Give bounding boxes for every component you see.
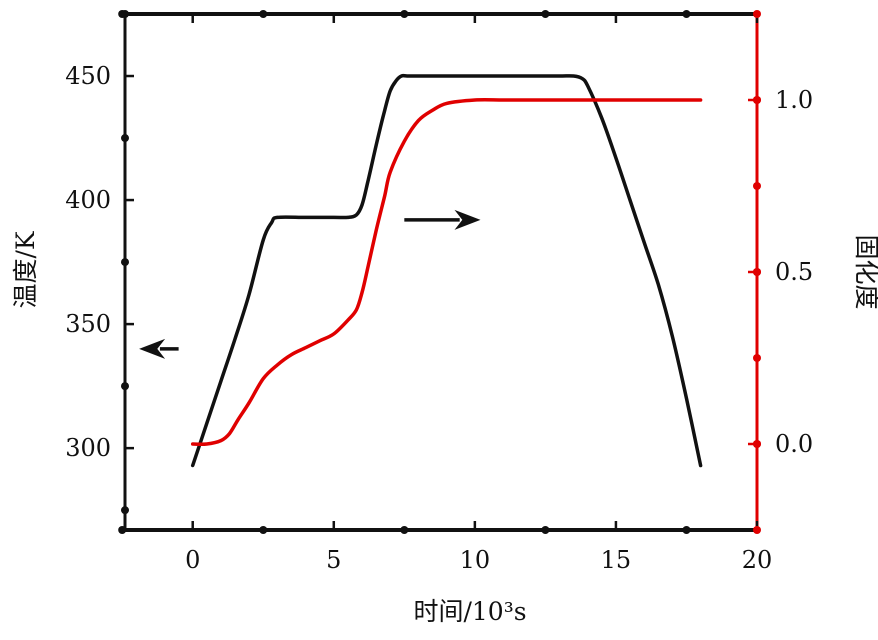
y-right-minor-tick [753,354,761,362]
x-tick-label: 15 [601,546,632,574]
x-minor-tick [541,526,550,534]
x-tick-label: 10 [460,546,491,574]
x-tick-label: 5 [326,546,341,574]
temperature-line [190,73,703,468]
y-right-minor-tick [753,440,761,448]
y-right-tick-label: 0.5 [775,258,813,286]
x-minor-tick [400,526,409,534]
y-left-minor-tick [121,506,129,515]
x-tick-label: 0 [185,546,200,574]
x-top-minor-tick [682,10,691,18]
y-left-tick-label: 450 [65,62,111,90]
y-right-minor-tick [753,96,761,104]
y-right-minor-tick [753,526,761,534]
y-right-tick-label: 1.0 [775,86,813,114]
y-right-minor-tick [753,10,761,18]
x-tick-label: 20 [742,546,773,574]
y-left-minor-tick [121,134,129,143]
y-right-minor-tick [753,182,761,190]
y-right-axis-title: 固化度 [852,234,878,309]
x-axis-title: 时间/10³s [413,597,526,626]
y-left-minor-tick [121,258,129,267]
arrow-right-head [454,209,481,230]
y-left-axis-title: 温度/K [11,230,40,308]
x-top-minor-tick [259,10,268,18]
y-left-tick-label: 350 [65,310,111,338]
x-top-minor-tick [400,10,409,18]
y-right-tick-label: 0.0 [775,430,813,458]
y-left-tick-label: 400 [65,186,111,214]
x-top-minor-tick [541,10,550,18]
y-left-minor-tick [121,382,129,391]
x-minor-tick [259,526,268,534]
x-minor-tick [682,526,691,534]
y-left-minor-tick [121,10,129,18]
x-minor-tick [118,526,127,534]
cure-degree-line [190,97,703,447]
y-right-minor-tick [753,268,761,276]
y-left-tick-label: 300 [65,434,111,462]
arrow-left-head [139,338,166,359]
